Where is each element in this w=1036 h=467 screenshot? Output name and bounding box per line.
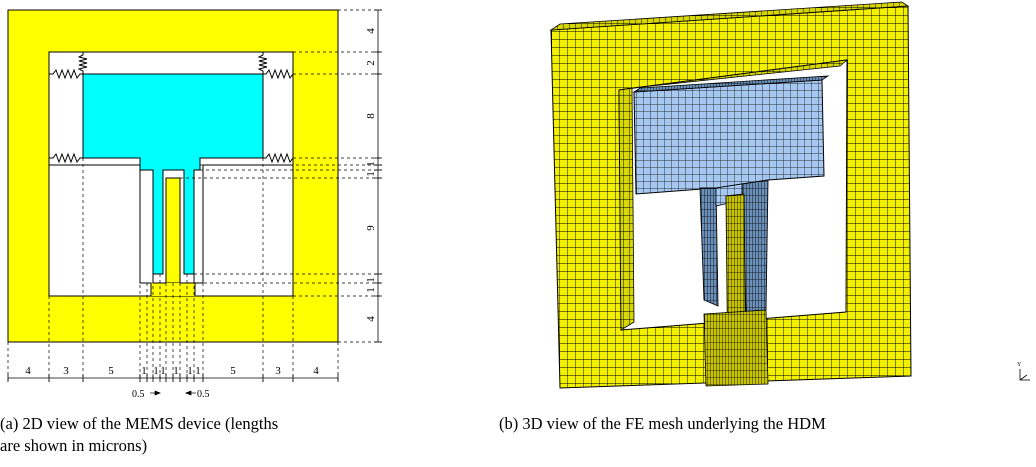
dim-label-right: 8: [365, 113, 377, 119]
dim-label-bottom: 1: [160, 365, 166, 377]
dim-label-right: 1: [365, 287, 377, 293]
dim-label-right: 1: [365, 171, 377, 177]
dim-label-bottom: 1: [153, 365, 159, 377]
fe-mesh-3d-view: [549, 1, 912, 389]
spring-icon: [49, 152, 83, 164]
caption-a-line1: (a) 2D view of the MEMS device (lengths: [0, 414, 279, 433]
bottom-dimension-ruler: [7, 374, 339, 382]
dim-label-bottom: 1: [187, 365, 193, 377]
dimension-guides-horizontal: [180, 9, 382, 343]
mesh-frame-inner-top: [618, 59, 849, 91]
half-label-left: 0.5: [132, 389, 145, 400]
dim-label-right: 4: [365, 28, 377, 34]
dim-label-bottom: 1: [141, 365, 147, 377]
spring-icon: [257, 52, 268, 74]
dim-label-bottom: 3: [275, 365, 281, 377]
caption-a-line2: are shown in microns): [0, 436, 148, 455]
mems-2d-diagram: 4 2 8 1 1 9 1 1 4 4 3 5 1 1 1 1 1 1 5 3: [7, 9, 382, 400]
left-electrode: [49, 164, 152, 296]
mesh-mass-head-top: [632, 75, 830, 93]
mesh-mass-head-front: [633, 79, 825, 195]
mesh-mass-stem-right: [741, 179, 769, 313]
axis-y-label: Y: [1017, 362, 1022, 368]
mesh-anchor-base: [703, 309, 769, 387]
spring-icon: [263, 68, 294, 80]
spring-icon-group: [49, 52, 294, 164]
bottom-dimension-labels: 4 3 5 1 1 1 1 1 1 5 3 4: [25, 365, 319, 377]
dim-label-bottom: 3: [63, 365, 69, 377]
dim-label-right: 1: [365, 161, 377, 167]
spring-icon: [77, 52, 88, 74]
dim-label-bottom: 4: [313, 365, 319, 377]
dim-label-right: 1: [365, 277, 377, 283]
right-dimension-ruler: [374, 9, 382, 343]
dim-label-bottom: 5: [230, 365, 236, 377]
right-dimension-labels: 4 2 8 1 1 9 1 1 4: [365, 28, 377, 322]
half-micron-callouts: [150, 390, 196, 396]
bottom-anchor: [165, 177, 181, 284]
dim-label-right: 4: [365, 316, 377, 322]
mesh-frame-top: [549, 1, 910, 31]
dim-label-bottom: 4: [25, 365, 31, 377]
dim-label-bottom: 5: [108, 365, 114, 377]
dim-label-bottom: 1: [173, 365, 179, 377]
dim-label-right: 9: [365, 225, 377, 231]
dim-label-bottom: 1: [195, 365, 201, 377]
dimension-guides-vertical: [7, 158, 339, 382]
mesh-mass-stem-left: [699, 187, 719, 307]
mesh-frame-inner-left: [618, 87, 635, 331]
caption-b: (b) 3D view of the FE mesh underlying th…: [499, 414, 826, 433]
half-label-right: 0.5: [197, 389, 210, 400]
dim-label-right: 2: [365, 60, 377, 66]
axis-triad-icon: [1019, 369, 1030, 381]
spring-icon: [49, 68, 83, 80]
spring-icon: [263, 152, 294, 164]
right-electrode: [194, 164, 293, 296]
